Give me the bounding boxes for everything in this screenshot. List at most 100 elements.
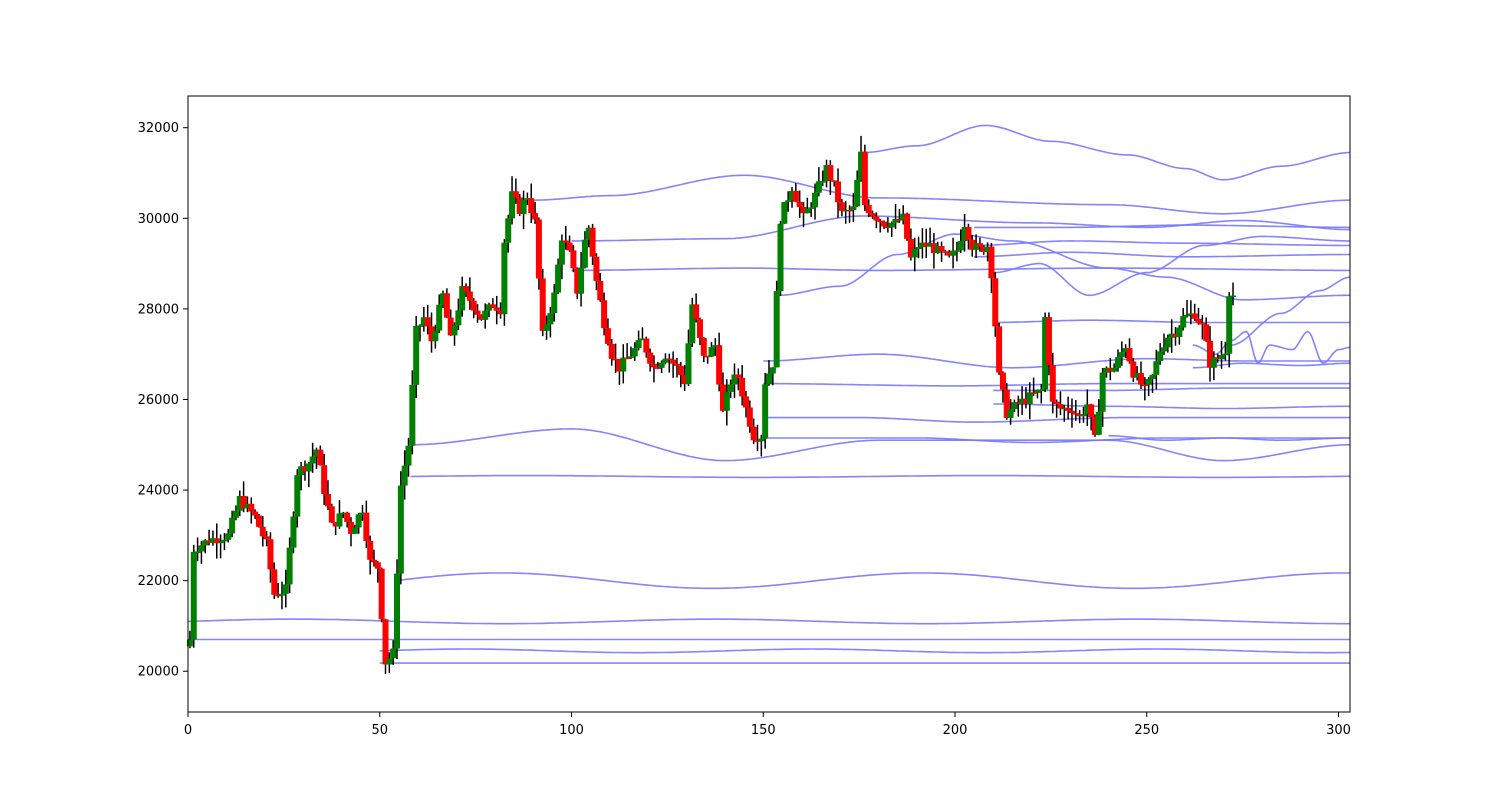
candle-down <box>252 511 259 516</box>
x-tick-label: 150 <box>751 723 776 738</box>
candle-up <box>401 465 408 486</box>
candle-up <box>1218 355 1225 360</box>
candle-down <box>589 227 596 257</box>
candle-up <box>390 648 397 659</box>
candle-up <box>432 330 439 342</box>
candle-up <box>336 513 343 527</box>
candle-up <box>1095 411 1102 435</box>
candle-down <box>248 503 255 512</box>
candles <box>186 135 1237 674</box>
candle-down <box>532 213 539 220</box>
candle-up <box>1103 367 1110 373</box>
candle-up <box>551 292 558 314</box>
candle-up <box>1080 414 1087 417</box>
candle-up <box>486 304 493 311</box>
candle-down <box>643 338 650 353</box>
candle-up <box>313 449 320 457</box>
candle-down <box>497 310 504 315</box>
level-line-14 <box>778 233 1350 301</box>
candle-down <box>516 197 523 214</box>
candle-up <box>1019 398 1026 404</box>
candle-down <box>1137 373 1144 385</box>
candle-down <box>512 191 519 198</box>
x-tick-label: 300 <box>1326 723 1351 738</box>
candle-down <box>363 512 370 541</box>
candle-down <box>344 512 351 522</box>
candle-down <box>969 239 976 250</box>
candle-down <box>650 363 657 368</box>
candle-up <box>282 584 289 594</box>
candle-up <box>309 456 316 464</box>
candle-up <box>436 304 443 331</box>
candle-up <box>1164 337 1171 348</box>
candle-up <box>984 246 991 252</box>
candle-down <box>259 526 266 537</box>
candle-up <box>635 340 642 349</box>
level-line-18 <box>974 251 1350 258</box>
candle-up <box>459 286 466 311</box>
candle-up <box>232 510 239 518</box>
candle-down <box>693 304 700 320</box>
candle-down <box>267 539 274 570</box>
candle-up <box>911 248 918 258</box>
candle-up <box>777 223 784 292</box>
candle-down <box>865 205 872 214</box>
candle-down <box>321 465 328 494</box>
candle-up <box>558 240 565 265</box>
candle-up <box>900 213 907 221</box>
candle-down <box>666 358 673 361</box>
candle-down <box>301 466 308 472</box>
candle-up <box>1007 409 1014 418</box>
candle-down <box>670 359 677 364</box>
candle-up <box>1153 361 1160 375</box>
candle-down <box>996 326 1003 373</box>
candle-up <box>808 207 815 209</box>
candle-down <box>754 440 761 442</box>
candle-up <box>961 226 968 241</box>
level-line-12 <box>763 416 1350 423</box>
candle-down <box>1191 313 1198 319</box>
y-tick-label: 26000 <box>138 393 179 408</box>
candle-up <box>359 512 366 515</box>
candle-up <box>631 348 638 357</box>
candle-up <box>1145 378 1152 385</box>
candle-down <box>980 247 987 252</box>
candle-down <box>907 238 914 258</box>
candle-down <box>1141 384 1148 387</box>
level-line-19 <box>993 235 1350 297</box>
candle-down <box>861 151 868 206</box>
candle-down <box>489 304 496 308</box>
candle-down <box>976 243 983 248</box>
candle-down <box>1049 365 1056 402</box>
candle-up <box>727 384 734 392</box>
candle-down <box>877 220 884 223</box>
candle-down <box>1003 389 1010 418</box>
candle-down <box>240 496 247 509</box>
candle-down <box>1203 324 1210 341</box>
candle-up <box>1161 347 1168 352</box>
candle-down <box>347 521 354 534</box>
candle-down <box>1065 407 1072 411</box>
candle-up <box>1034 389 1041 393</box>
candle-up <box>934 246 941 254</box>
candle-up <box>1026 392 1033 405</box>
candle-up <box>950 250 957 256</box>
candle-down <box>965 226 972 240</box>
level-line-7 <box>533 174 1350 215</box>
candle-down <box>677 365 684 375</box>
level-line-6 <box>410 428 1350 462</box>
candle-down <box>601 300 608 329</box>
candle-down <box>716 345 723 385</box>
candle-up <box>524 198 531 200</box>
candle-up <box>766 373 772 385</box>
candle-up <box>209 538 216 543</box>
candle-down <box>1088 404 1095 418</box>
level-line-15 <box>863 124 1350 181</box>
candle-up <box>509 191 516 219</box>
candle-down <box>739 377 746 397</box>
candle-down <box>873 216 880 221</box>
candle-up <box>662 358 669 363</box>
candle-down <box>612 358 619 361</box>
candle-down <box>370 559 377 563</box>
level-line-4 <box>395 572 1350 590</box>
